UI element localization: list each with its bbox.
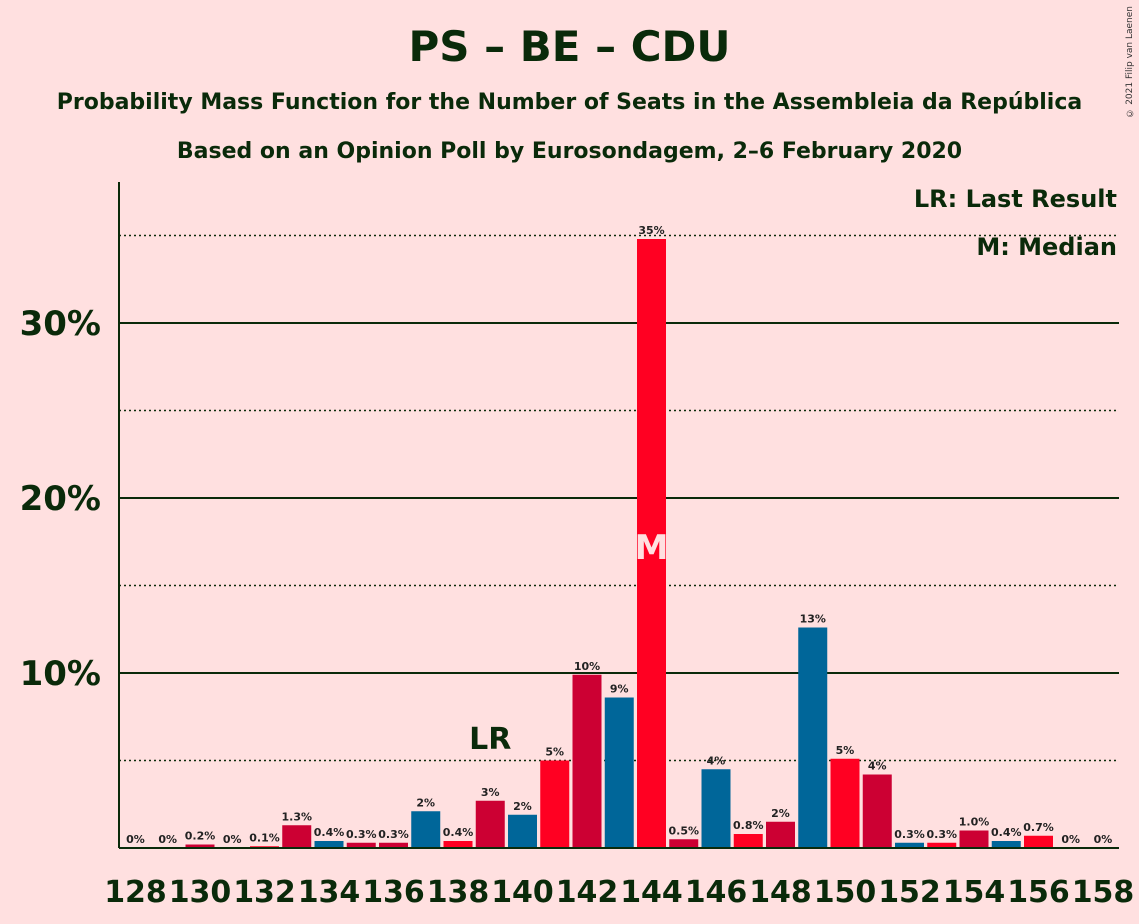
bar-label-137: 2% bbox=[416, 796, 435, 809]
chart-bars bbox=[185, 239, 1053, 848]
last-result-marker: LR bbox=[469, 722, 511, 757]
bar-134 bbox=[314, 841, 344, 848]
x-tick-label-138: 138 bbox=[427, 875, 490, 910]
bar-label-129: 0% bbox=[158, 833, 177, 846]
bar-label-143: 9% bbox=[610, 683, 629, 696]
bar-135 bbox=[346, 842, 376, 848]
chart-title: PS – BE – CDU bbox=[408, 22, 731, 71]
bar-label-145: 0.5% bbox=[668, 824, 699, 837]
bar-label-151: 4% bbox=[868, 760, 887, 773]
bar-136 bbox=[379, 842, 408, 848]
bar-144 bbox=[637, 239, 666, 848]
chart-tick-labels: 10%20%30%128 130 132 134 136 138 140 142 144 146 1… bbox=[20, 304, 1135, 910]
bar-label-148: 2% bbox=[771, 807, 790, 820]
legend-last-result: LR: Last Result bbox=[913, 185, 1117, 213]
bar-label-146: 4% bbox=[707, 754, 726, 767]
bar-label-154: 1.0% bbox=[959, 816, 990, 829]
bar-label-136: 0.3% bbox=[378, 828, 409, 841]
x-tick-label-144: 144 bbox=[620, 875, 683, 910]
y-tick-label-30: 30% bbox=[20, 304, 101, 344]
chart-bar-labels: 0% 0% 0.2% 0% 0.1%1.3%0.4% 0.3% 0.3%2%0.4%3%2%… bbox=[126, 224, 1112, 846]
bar-151 bbox=[862, 774, 892, 848]
x-tick-label-136: 136 bbox=[362, 875, 425, 910]
bar-label-141: 5% bbox=[545, 746, 564, 759]
chart-markers: LR M bbox=[469, 528, 668, 757]
x-tick-label-128: 128 bbox=[104, 875, 167, 910]
x-tick-label-142: 142 bbox=[556, 875, 619, 910]
bar-142 bbox=[572, 674, 602, 848]
chart-subtitle-poll: Based on an Opinion Poll by Eurosondagem… bbox=[176, 139, 963, 164]
bar-146 bbox=[701, 769, 731, 848]
chart-axes bbox=[118, 182, 1119, 849]
bar-141 bbox=[540, 760, 570, 848]
x-tick-label-152: 152 bbox=[878, 875, 941, 910]
bar-152 bbox=[895, 842, 924, 848]
bar-label-152: 0.3% bbox=[894, 828, 925, 841]
x-tick-label-132: 132 bbox=[233, 875, 296, 910]
x-tick-label-148: 148 bbox=[749, 875, 812, 910]
x-tick-label-140: 140 bbox=[491, 875, 554, 910]
bar-137 bbox=[411, 811, 441, 848]
bar-156 bbox=[1024, 835, 1053, 848]
bar-label-142: 10% bbox=[574, 660, 600, 673]
x-tick-label-146: 146 bbox=[685, 875, 748, 910]
bar-label-155: 0.4% bbox=[991, 826, 1022, 839]
bar-label-133: 1.3% bbox=[281, 810, 312, 823]
x-tick-label-134: 134 bbox=[298, 875, 361, 910]
bar-label-150: 5% bbox=[836, 744, 855, 757]
x-tick-label-130: 130 bbox=[169, 875, 232, 910]
x-tick-label-154: 154 bbox=[943, 875, 1006, 910]
x-tick-label-158: 158 bbox=[1072, 875, 1135, 910]
bar-label-134: 0.4% bbox=[314, 826, 345, 839]
median-marker: M bbox=[635, 528, 669, 568]
bar-label-131: 0% bbox=[223, 833, 242, 846]
bar-150 bbox=[830, 758, 860, 848]
bar-147 bbox=[733, 834, 763, 848]
bar-133 bbox=[282, 825, 312, 848]
bar-label-158: 0% bbox=[1094, 833, 1113, 846]
bar-label-130: 0.2% bbox=[185, 830, 216, 843]
y-tick-label-10: 10% bbox=[20, 654, 101, 694]
bar-138 bbox=[443, 841, 473, 848]
bar-130 bbox=[185, 844, 215, 848]
bar-140 bbox=[508, 814, 537, 848]
x-tick-label-150: 150 bbox=[814, 875, 877, 910]
bar-label-139: 3% bbox=[481, 786, 500, 799]
bar-label-135: 0.3% bbox=[346, 828, 377, 841]
bar-label-147: 0.8% bbox=[733, 819, 764, 832]
bar-154 bbox=[959, 830, 989, 848]
bar-label-144: 35% bbox=[638, 224, 664, 237]
y-tick-label-20: 20% bbox=[20, 479, 101, 519]
chart-subtitle: Probability Mass Function for the Number… bbox=[56, 90, 1083, 115]
bar-label-156: 0.7% bbox=[1023, 821, 1054, 834]
bar-label-128: 0% bbox=[126, 833, 145, 846]
bar-label-149: 13% bbox=[800, 613, 826, 626]
bar-148 bbox=[766, 821, 795, 848]
bar-label-157: 0% bbox=[1061, 833, 1080, 846]
bar-155 bbox=[991, 841, 1021, 848]
bar-143 bbox=[604, 697, 634, 848]
bar-label-132: 0.1% bbox=[249, 831, 280, 844]
bar-139 bbox=[475, 800, 505, 848]
bar-145 bbox=[669, 839, 699, 848]
bar-label-140: 2% bbox=[513, 800, 532, 813]
bar-label-153: 0.3% bbox=[926, 828, 957, 841]
bar-149 bbox=[798, 627, 828, 848]
legend-median: M: Median bbox=[976, 233, 1117, 261]
x-tick-label-156: 156 bbox=[1007, 875, 1070, 910]
bar-153 bbox=[927, 842, 957, 848]
bar-label-138: 0.4% bbox=[443, 826, 474, 839]
